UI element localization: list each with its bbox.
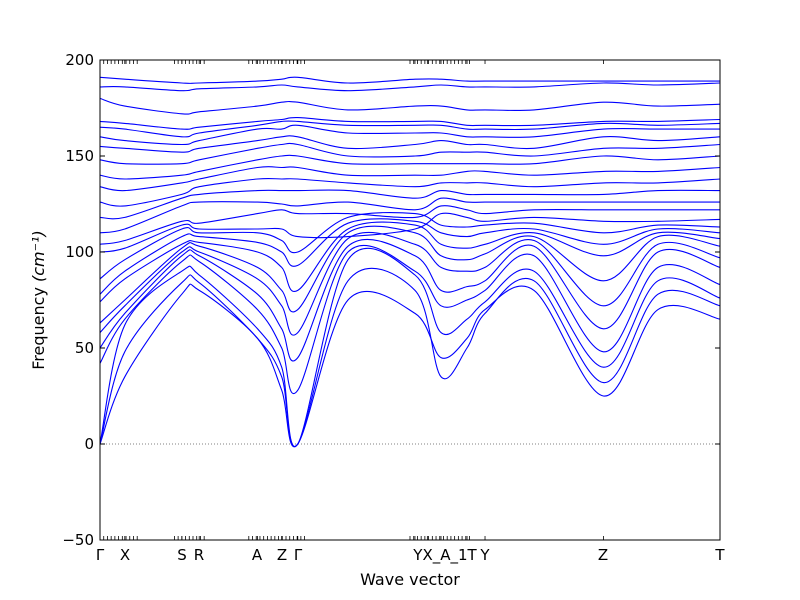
band-line-23 [99, 97, 721, 115]
band-line-2 [99, 267, 721, 447]
band-line-17 [99, 154, 721, 180]
x-tick-label-gamma-2: Γ [294, 546, 303, 564]
x-tick-label-a: A [252, 546, 263, 564]
x-tick-label-t: T [714, 546, 725, 564]
y-tick-label-neg50: −50 [62, 531, 94, 549]
band-line-9 [99, 218, 721, 295]
band-line-13 [99, 197, 720, 234]
x-tick-label-y-x1-a1-t: YX_A_1T [412, 546, 477, 565]
band-line-8 [99, 221, 721, 303]
band-lines [99, 76, 721, 448]
x-tick-label-r: R [194, 546, 204, 564]
band-line-6 [99, 231, 721, 336]
band-line-20 [99, 124, 720, 146]
band-line-7 [99, 225, 721, 324]
band-line-5 [99, 239, 721, 362]
x-tick-label-x: X [120, 546, 130, 564]
band-line-24 [99, 82, 721, 92]
y-tick-label-200: 200 [65, 51, 94, 69]
band-line-15 [99, 177, 721, 207]
y-tick-label-100: 100 [65, 243, 94, 261]
x-tick-label-s: S [177, 546, 187, 564]
y-axis-label-group: Frequency (cm⁻¹) [29, 230, 48, 369]
x-tick-label-z-2: Z [598, 546, 608, 564]
y-axis-label: Frequency (cm⁻¹) [29, 230, 48, 369]
band-line-10 [99, 211, 721, 280]
band-line-16 [99, 166, 721, 192]
plot-frame [99, 59, 721, 541]
band-line-18 [99, 142, 721, 165]
x-tick-marks [99, 60, 721, 540]
x-tick-labels: Γ X S R A Z Γ YX_A_1T Y Z T [96, 546, 726, 565]
x-axis-label: Wave vector [360, 570, 460, 589]
band-line-14 [99, 189, 721, 220]
band-line-4 [99, 244, 721, 394]
band-line-21 [99, 120, 721, 138]
band-line-3 [99, 247, 721, 448]
x-tick-label-z: Z [277, 546, 287, 564]
y-tick-marks [100, 59, 720, 541]
band-line-12 [99, 205, 720, 245]
y-tick-labels: −50 0 50 100 150 200 [62, 51, 94, 549]
band-line-25 [99, 76, 720, 84]
band-line-22 [99, 117, 721, 130]
band-line-11 [99, 212, 721, 253]
y-tick-label-150: 150 [65, 147, 94, 165]
band-line-1 [99, 283, 721, 448]
band-line-19 [99, 135, 721, 153]
y-tick-label-0: 0 [84, 435, 94, 453]
x-tick-label-y-2: Y [479, 546, 490, 564]
x-tick-label-gamma: Γ [96, 546, 105, 564]
y-tick-label-50: 50 [75, 339, 94, 357]
